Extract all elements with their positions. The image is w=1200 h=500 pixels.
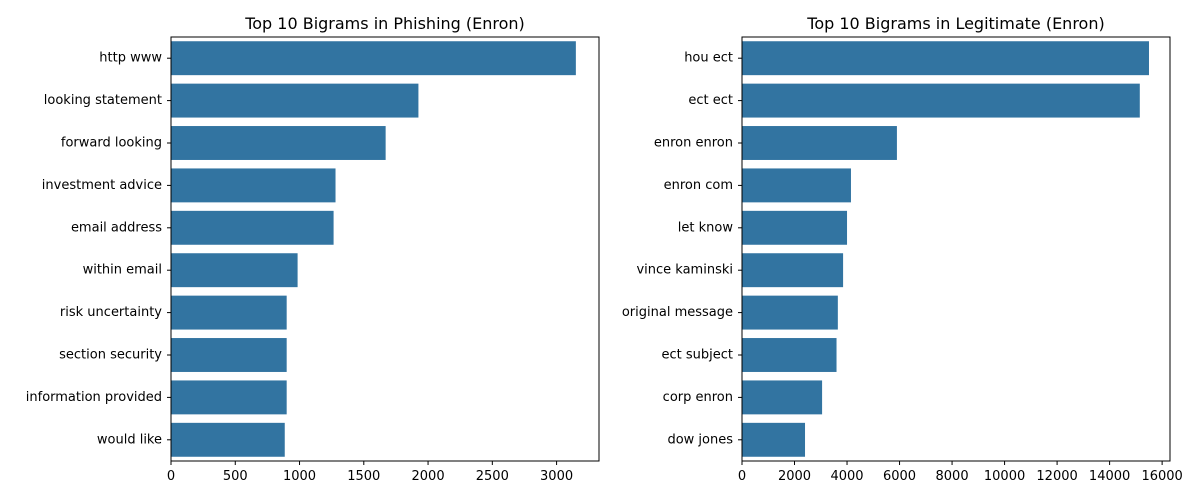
y-tick-label: corp enron bbox=[663, 390, 733, 405]
x-tick-label: 14000 bbox=[1089, 469, 1130, 484]
y-tick-label: enron com bbox=[664, 178, 733, 193]
y-tick-label: dow jones bbox=[667, 432, 733, 447]
y-tick-label: hou ect bbox=[684, 51, 733, 66]
x-tick-label: 500 bbox=[223, 469, 248, 484]
x-tick-label: 3000 bbox=[540, 469, 573, 484]
bar bbox=[171, 126, 386, 160]
x-tick-label: 10000 bbox=[984, 469, 1025, 484]
bar bbox=[171, 210, 334, 245]
bar bbox=[742, 168, 851, 203]
y-tick-label: ect subject bbox=[662, 348, 734, 363]
chart-panel-2: hou ect ect ect enron enron enron com let kn… bbox=[622, 14, 1183, 484]
bar bbox=[742, 295, 838, 330]
bar bbox=[742, 253, 844, 288]
y-tick-label: forward looking bbox=[61, 136, 162, 151]
y-tick-label: within email bbox=[83, 263, 162, 278]
x-tick-label: 2500 bbox=[476, 469, 509, 484]
x-tick-label: 0 bbox=[738, 469, 746, 484]
bar bbox=[742, 422, 806, 457]
chart-title: Top 10 Bigrams in Legitimate (Enron) bbox=[806, 14, 1104, 33]
y-tick-label: email address bbox=[71, 220, 162, 235]
y-tick-label: vince kaminski bbox=[636, 263, 733, 278]
x-tick-label: 16000 bbox=[1141, 469, 1182, 484]
bar bbox=[171, 422, 285, 457]
bar bbox=[171, 295, 287, 330]
x-tick-label: 1000 bbox=[283, 469, 316, 484]
bar bbox=[742, 210, 848, 245]
x-tick-label: 0 bbox=[167, 469, 175, 484]
bar bbox=[742, 83, 1140, 118]
bar bbox=[171, 338, 287, 372]
y-tick-label: section security bbox=[59, 348, 162, 363]
bar bbox=[171, 253, 298, 288]
y-tick-label: would like bbox=[97, 432, 162, 447]
x-tick-label: 12000 bbox=[1036, 469, 1077, 484]
y-tick-label: investment advice bbox=[42, 178, 162, 193]
y-tick-label: looking statement bbox=[44, 93, 162, 108]
bar bbox=[742, 338, 837, 372]
y-tick-label: original message bbox=[622, 305, 733, 320]
x-tick-label: 2000 bbox=[778, 469, 811, 484]
bar bbox=[171, 168, 336, 203]
chart-panel-1: http www looking statement forward looking… bbox=[26, 14, 600, 484]
bar bbox=[171, 380, 287, 415]
chart-title: Top 10 Bigrams in Phishing (Enron) bbox=[244, 14, 525, 33]
y-tick-label: enron enron bbox=[654, 136, 733, 151]
x-tick-label: 4000 bbox=[830, 469, 863, 484]
bar bbox=[742, 41, 1149, 76]
x-tick-label: 2000 bbox=[412, 469, 445, 484]
plot-frame bbox=[741, 36, 1171, 462]
y-tick-label: information provided bbox=[26, 390, 162, 405]
x-tick-label: 6000 bbox=[883, 469, 916, 484]
bar bbox=[742, 126, 897, 160]
plot-frame bbox=[170, 36, 600, 462]
x-tick-label: 8000 bbox=[936, 469, 969, 484]
x-tick-label: 1500 bbox=[347, 469, 380, 484]
bar bbox=[171, 83, 419, 118]
bar bbox=[742, 380, 823, 415]
bar bbox=[171, 41, 576, 76]
y-tick-label: http www bbox=[99, 51, 162, 66]
y-tick-label: let know bbox=[678, 220, 734, 235]
y-tick-label: ect ect bbox=[688, 93, 733, 108]
y-tick-label: risk uncertainty bbox=[60, 305, 162, 320]
